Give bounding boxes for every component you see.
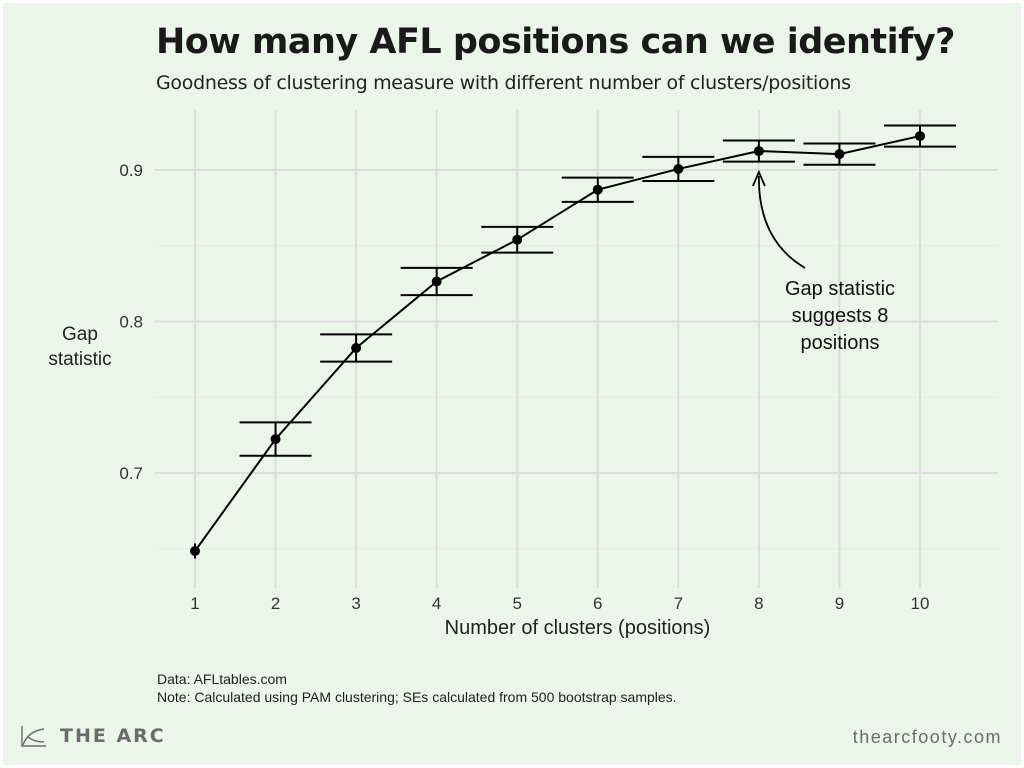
data-point <box>673 163 684 174</box>
y-tick-label: 0.9 <box>119 161 143 180</box>
data-point <box>753 146 764 157</box>
x-tick-label: 6 <box>593 594 602 613</box>
data-source: Data: AFLtables.com <box>157 671 287 687</box>
chart-title: How many AFL positions can we identify? <box>156 22 955 62</box>
y-axis-label: Gap statistic <box>40 322 120 372</box>
annotation-line: Gap statistic <box>784 278 896 300</box>
y-tick-label: 0.8 <box>119 313 143 332</box>
x-tick-label: 2 <box>271 594 280 613</box>
data-point <box>512 234 523 245</box>
x-tick-label: 10 <box>911 594 930 613</box>
x-tick-label: 3 <box>351 594 360 613</box>
x-axis-label: Number of clusters (positions) <box>444 617 711 639</box>
brand-name: THE ARC <box>60 725 166 747</box>
data-point <box>834 149 845 160</box>
x-tick-label: 1 <box>190 594 199 613</box>
x-tick-label: 5 <box>512 594 521 613</box>
data-point <box>915 131 925 142</box>
chart-notes: Data: AFLtables.com Note: Calculated usi… <box>157 670 677 706</box>
x-tick-label: 8 <box>754 594 763 613</box>
data-point <box>431 276 442 287</box>
x-tick-label: 4 <box>432 594 441 613</box>
data-point <box>592 184 603 195</box>
annotation-line: suggests 8 <box>791 305 889 327</box>
arrow-head-icon <box>752 169 766 187</box>
method-note: Note: Calculated using PAM clustering; S… <box>157 689 677 705</box>
data-point <box>270 434 281 445</box>
arc-curve-icon <box>21 726 46 747</box>
y-axis-label-text: Gap statistic <box>48 324 112 370</box>
data-point <box>351 343 362 354</box>
y-tick-label: 0.7 <box>119 464 143 483</box>
annotation: Gap statistic suggests 8 positions <box>760 276 920 357</box>
x-tick-label: 9 <box>835 594 844 613</box>
brand: THE ARC <box>20 725 166 747</box>
site-link[interactable]: thearcfooty.com <box>852 727 1002 747</box>
data-point <box>190 546 200 557</box>
x-tick-label: 7 <box>674 594 683 613</box>
annotation-arrow <box>757 175 806 269</box>
series-line <box>194 135 921 552</box>
annotation-line: positions <box>800 332 880 354</box>
chart-subtitle: Goodness of clustering measure with diff… <box>156 72 851 94</box>
chart-background <box>3 3 1021 765</box>
